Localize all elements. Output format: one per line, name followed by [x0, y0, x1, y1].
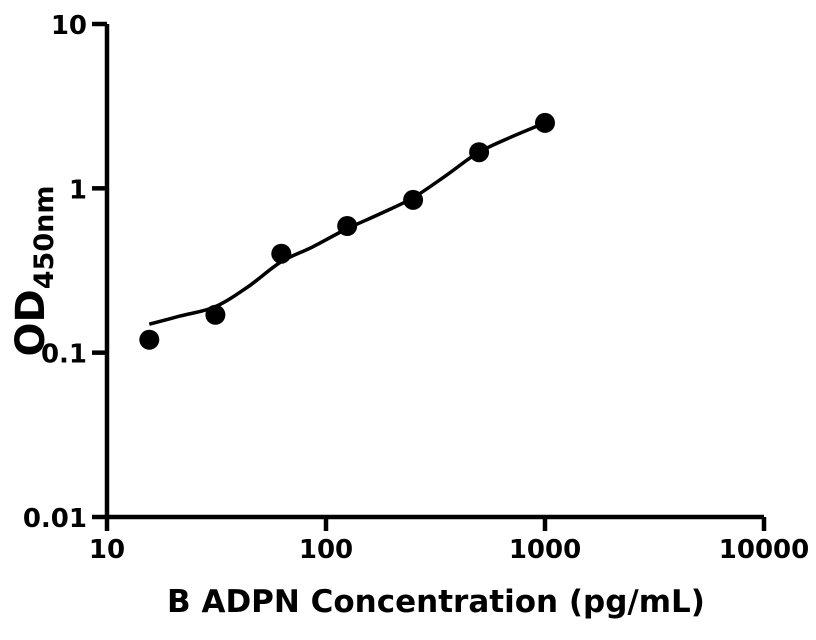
- axes: 10 100 1000 10000 0.01 0.1 1 10: [23, 11, 809, 565]
- x-tick-label: 100: [299, 535, 353, 565]
- data-point: [337, 216, 358, 236]
- plot-area: [139, 112, 555, 350]
- data-point: [271, 243, 292, 264]
- y-axis-title: OD450nm: [8, 186, 60, 357]
- data-point: [139, 329, 160, 350]
- y-tick-label: 10: [51, 11, 87, 41]
- y-axis-title-main: OD: [8, 289, 54, 356]
- x-tick-label: 1000: [509, 535, 581, 565]
- data-point: [403, 189, 424, 210]
- data-point: [205, 304, 226, 325]
- x-tick-label: 10000: [719, 535, 809, 565]
- data-point: [535, 112, 555, 133]
- data-point: [469, 142, 490, 163]
- y-tick-label: 1: [69, 175, 87, 205]
- y-axis-title-subscript: 450nm: [29, 186, 60, 290]
- axis-spines: [104, 24, 764, 520]
- y-tick-label: 0.01: [23, 504, 87, 534]
- x-tick-label: 10: [89, 535, 125, 565]
- y-tick-label: 0.1: [41, 340, 87, 370]
- x-axis-title: B ADPN Concentration (pg/mL): [167, 584, 705, 620]
